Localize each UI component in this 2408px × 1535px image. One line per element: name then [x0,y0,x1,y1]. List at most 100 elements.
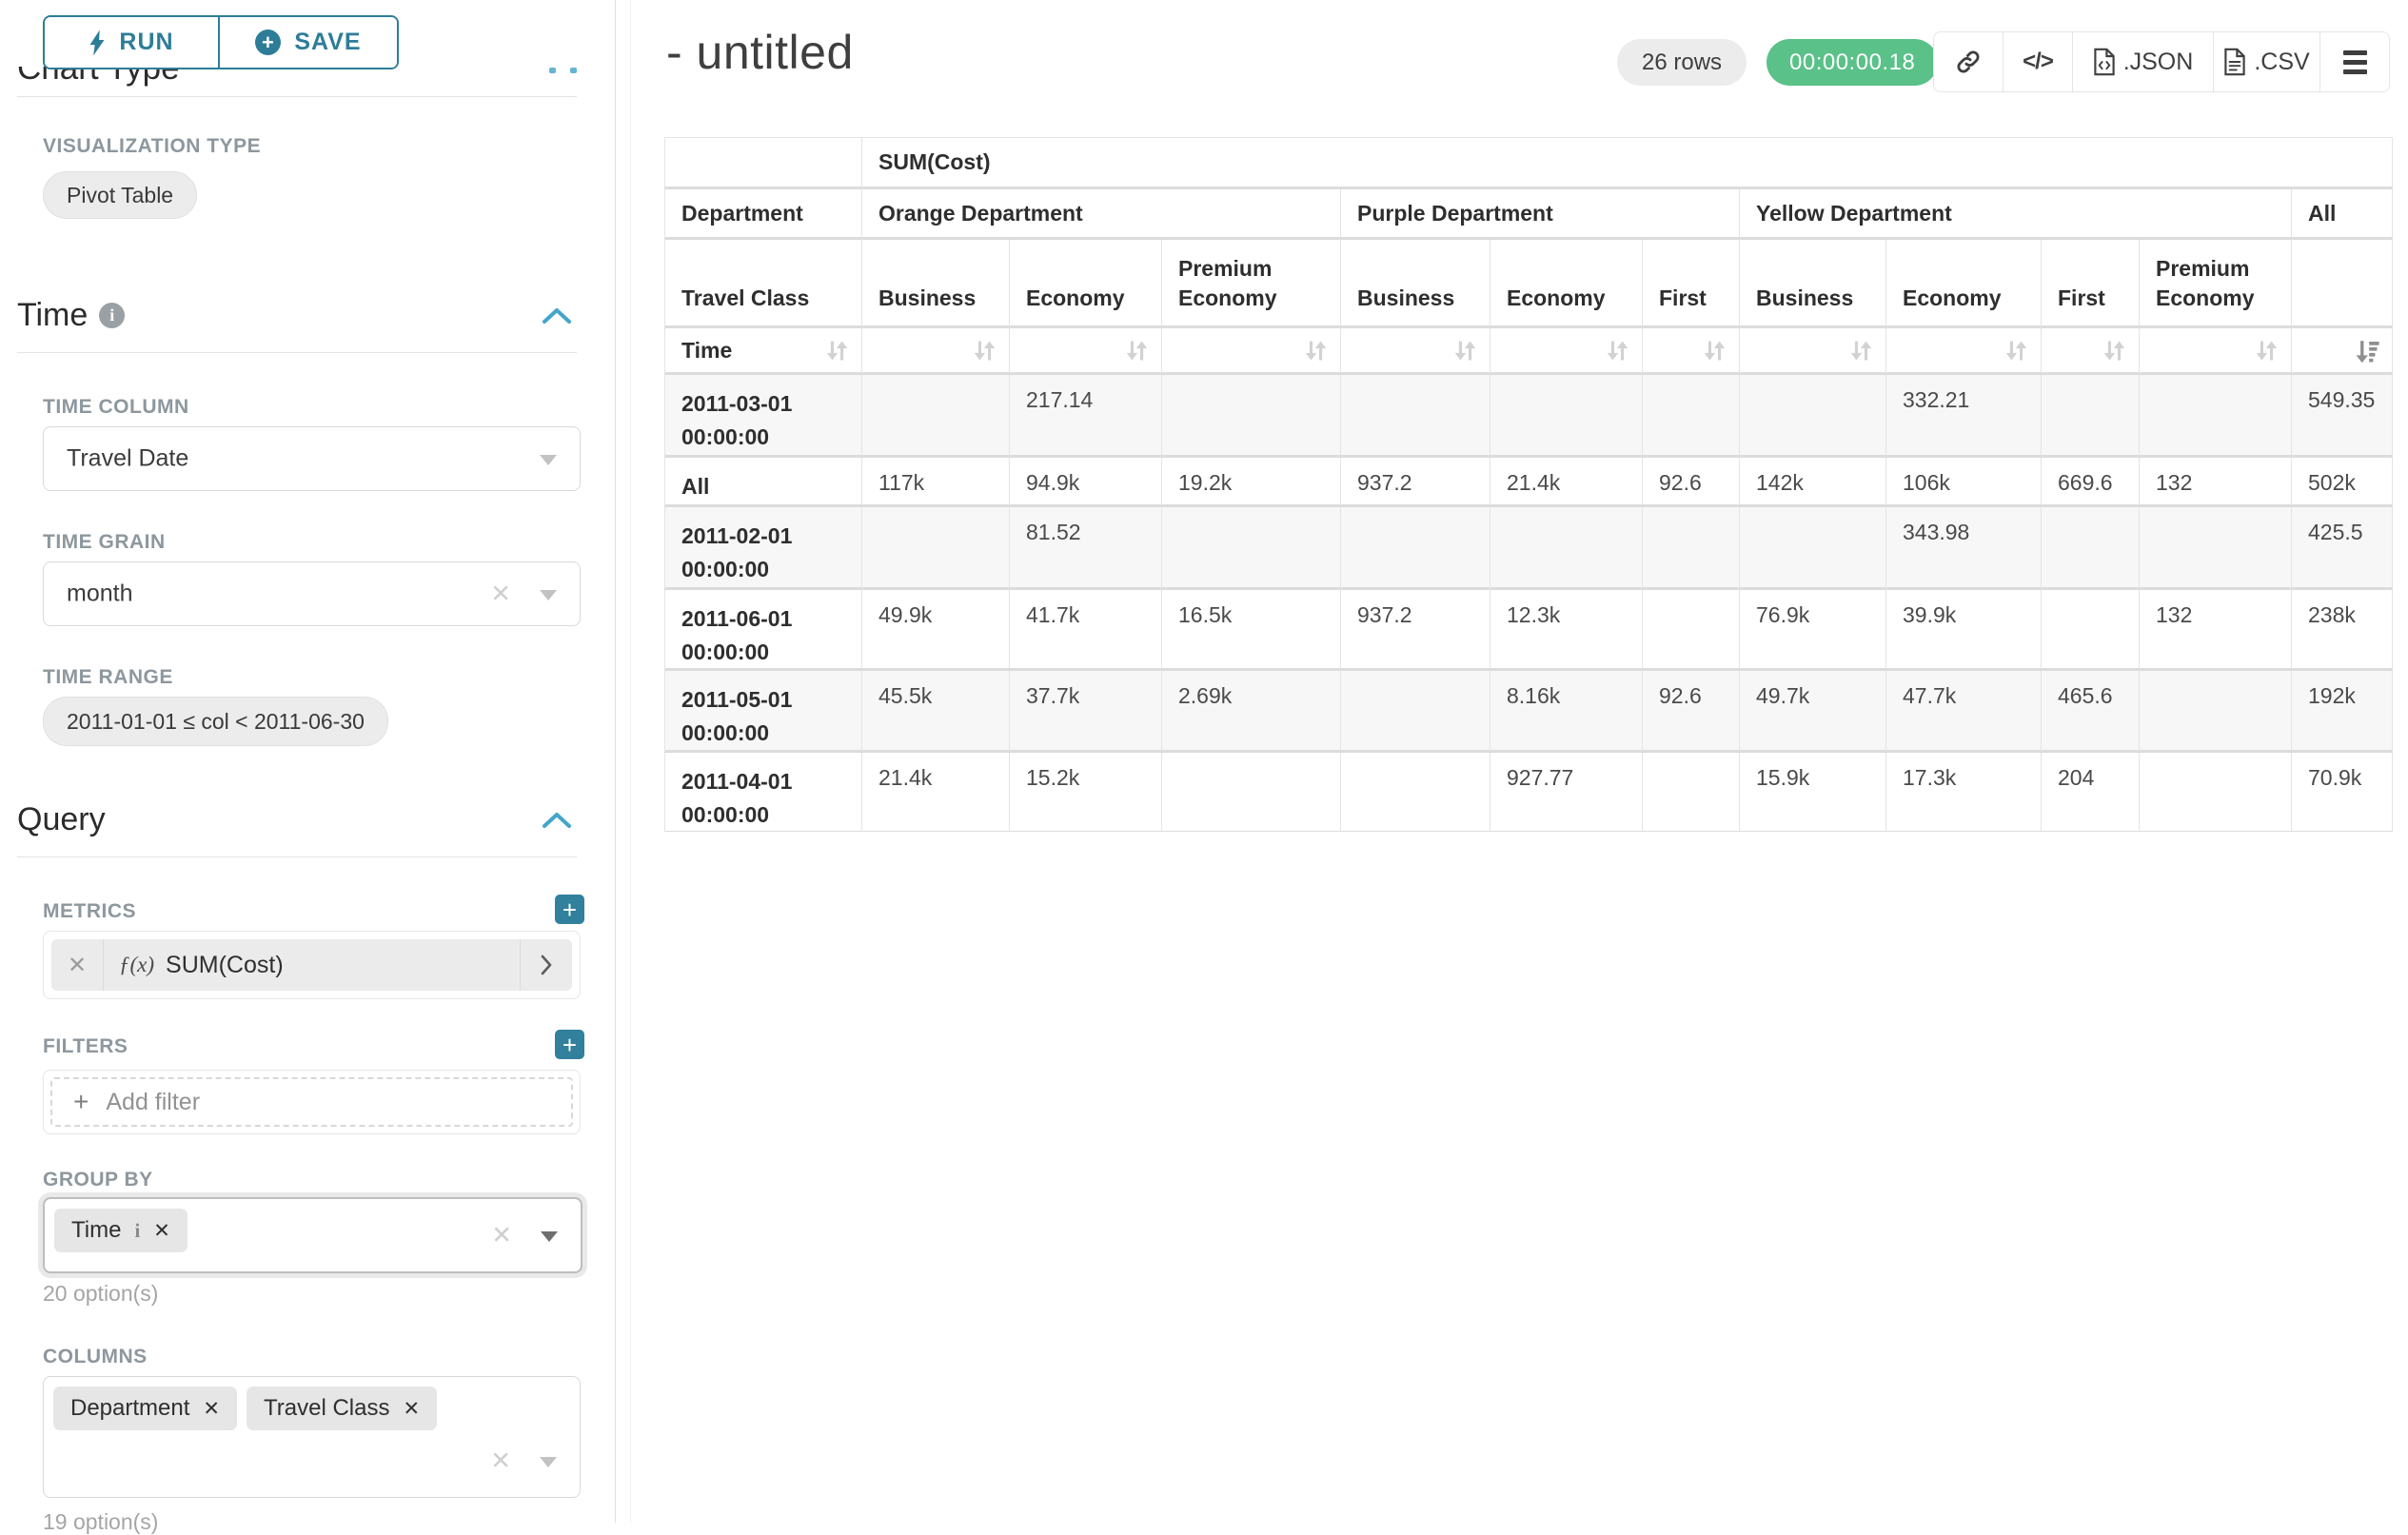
sort-header[interactable] [862,328,1010,375]
remove-tag-icon[interactable]: ✕ [403,1397,421,1420]
clear-icon[interactable]: ✕ [490,579,511,608]
chevron-right-icon[interactable] [520,939,572,991]
export-csv-button[interactable]: .CSV [2214,32,2320,91]
add-filter-button[interactable]: + Add filter [50,1077,573,1127]
add-metric-button[interactable]: + [555,895,584,924]
table-row: 2011-06-01 00:00:00 49.9k 41.7k 16.5k 937.2 1… [664,590,2394,671]
pivot-cell: 47.7k [1886,671,2042,753]
sort-header[interactable] [1643,328,1740,375]
run-save-button-group: RUN + SAVE [43,15,399,69]
add-filter-plus-button[interactable]: + [555,1030,584,1059]
sort-header[interactable] [2140,328,2292,375]
sort-icon[interactable] [1848,338,1874,364]
sort-header[interactable] [2042,328,2140,375]
sort-header[interactable] [1010,328,1162,375]
table-row: 2011-04-01 00:00:00 21.4k 15.2k 927.77 15.9k… [664,753,2394,832]
export-csv-label: .CSV [2254,48,2310,75]
table-row: 2011-03-01 00:00:00 217.14 332.21 549.35 [664,375,2394,458]
plus-circle-icon: + [255,30,282,55]
remove-tag-icon[interactable]: ✕ [153,1219,170,1242]
run-button[interactable]: RUN [45,17,220,68]
filters-label: FILTERS [43,1035,128,1057]
columns-select[interactable]: Department ✕ Travel Class ✕ ✕ [43,1376,581,1498]
sort-desc-active-icon[interactable] [2355,338,2380,364]
pivot-cell [1490,375,1643,458]
time-section-header[interactable]: Time i [17,297,126,334]
remove-metric-icon[interactable]: ✕ [51,939,104,991]
pivot-cell: 927.77 [1490,753,1643,832]
metric-header: SUM(Cost) [862,137,2394,189]
group-by-options-hint: 20 option(s) [43,1281,159,1306]
save-button[interactable]: + SAVE [220,17,397,68]
pivot-cell: 425.5 [2292,507,2394,590]
sort-icon[interactable] [972,338,997,364]
pivot-cell [2140,375,2292,458]
sort-icon[interactable] [1124,338,1150,364]
sort-header[interactable] [1886,328,2042,375]
sort-icon[interactable] [2102,338,2127,364]
pivot-cell: 204 [2042,753,2140,832]
sort-header[interactable] [1341,328,1490,375]
pivot-cell: 2.69k [1162,671,1341,753]
view-query-button[interactable]: </> [2003,32,2073,91]
sort-header[interactable] [1162,328,1341,375]
selected-option-tag[interactable]: Time i ✕ [54,1209,188,1252]
travel-class-header: Premium Economy [2140,240,2292,328]
info-icon: i [99,303,126,328]
sort-icon[interactable] [1452,338,1478,364]
pivot-cell [1162,507,1341,590]
more-options-button[interactable] [2320,32,2389,91]
visualization-type-pill[interactable]: Pivot Table [43,171,198,219]
export-json-label: .JSON [2122,48,2194,75]
chevron-up-icon[interactable] [549,68,556,73]
remove-tag-icon[interactable]: ✕ [203,1397,220,1420]
link-icon [1957,50,1980,73]
pivot-cell: 45.5k [862,671,1010,753]
time-range-pill[interactable]: 2011-01-01 ≤ col < 2011-06-30 [43,697,388,746]
collapse-chevron-icon[interactable] [541,811,573,830]
group-by-tags: Time i ✕ [54,1209,188,1252]
selected-option-tag[interactable]: Department ✕ [53,1387,237,1430]
pivot-cell: 92.6 [1643,458,1740,507]
row-label: 2011-04-01 00:00:00 [664,753,862,832]
group-by-label: GROUP BY [43,1169,153,1191]
travel-class-header: Premium Economy [1162,240,1341,328]
time-column-select[interactable]: Travel Date [43,426,581,491]
group-by-select[interactable]: Time i ✕ ✕ [43,1197,582,1273]
run-button-label: RUN [119,29,174,55]
sort-icon[interactable] [1605,338,1630,364]
sort-icon[interactable] [2254,338,2280,364]
caret-down-icon [540,590,557,600]
chevron-up-icon[interactable] [570,68,577,73]
export-json-button[interactable]: .JSON [2073,32,2214,91]
pivot-cell [1341,671,1490,753]
control-panel-sidebar: Chart Type RUN + SAVE VISUALIZATION TYPE… [0,0,616,1534]
time-grain-select[interactable]: month ✕ [43,561,581,626]
sort-icon[interactable] [824,338,850,364]
clear-icon[interactable]: ✕ [490,1446,511,1475]
sort-header-active[interactable] [2292,328,2394,375]
pivot-cell: 15.2k [1010,753,1162,832]
sort-icon[interactable] [1702,338,1727,364]
copy-link-button[interactable] [1934,32,2003,91]
query-section-header[interactable]: Query [17,801,106,838]
pivot-cell: 49.9k [862,590,1010,671]
pivot-cell [1643,507,1740,590]
sort-header[interactable] [1740,328,1886,375]
time-sort-header[interactable]: Time [664,328,862,375]
sort-header[interactable] [1490,328,1643,375]
pivot-cell [2042,590,2140,671]
sort-icon[interactable] [2003,338,2029,364]
file-code-icon [2094,48,2115,76]
row-count-badge: 26 rows [1617,39,1747,86]
travel-class-header: Business [862,240,1010,328]
pivot-cell [1643,590,1740,671]
metric-item[interactable]: ✕ ƒ(x) SUM(Cost) [51,939,572,991]
sort-icon[interactable] [1303,338,1329,364]
row-label: 2011-06-01 00:00:00 [664,590,862,671]
clear-icon[interactable]: ✕ [491,1220,512,1250]
collapse-chevron-icon[interactable] [541,306,573,325]
selected-option-tag[interactable]: Travel Class ✕ [247,1387,438,1430]
chart-title[interactable]: - untitled [666,26,854,79]
